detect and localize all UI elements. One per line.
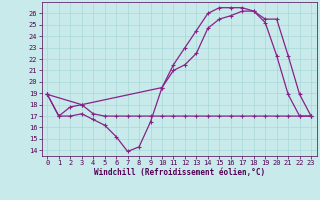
X-axis label: Windchill (Refroidissement éolien,°C): Windchill (Refroidissement éolien,°C) xyxy=(94,168,265,177)
